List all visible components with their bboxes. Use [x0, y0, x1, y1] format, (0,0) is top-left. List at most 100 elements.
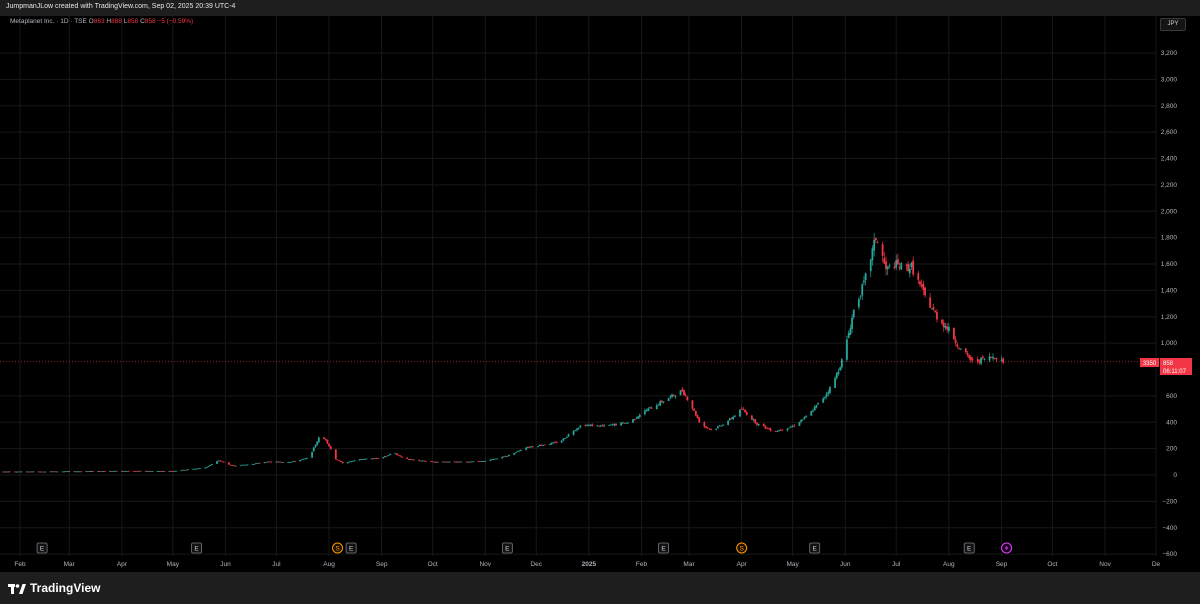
- candle-body: [326, 439, 329, 444]
- candle-body: [596, 425, 599, 427]
- candle-body: [204, 467, 206, 469]
- candle-body: [501, 456, 504, 459]
- candle-body: [553, 442, 556, 444]
- candle-body: [767, 428, 770, 430]
- earnings-marker-label: E: [40, 546, 45, 553]
- candle-body: [954, 339, 957, 344]
- candle-body: [49, 471, 52, 473]
- y-tick-label: 1,600: [1161, 261, 1178, 268]
- candle-body: [671, 394, 673, 397]
- split-marker-label: S: [335, 546, 340, 553]
- candle-body: [149, 471, 152, 472]
- candle-body: [76, 471, 79, 473]
- candle-body: [256, 462, 259, 464]
- candle-body: [976, 359, 979, 362]
- currency-button[interactable]: JPY: [1160, 18, 1186, 31]
- candle-body: [56, 471, 59, 473]
- x-tick-label: 2025: [582, 561, 597, 568]
- candle-body: [78, 471, 81, 473]
- candle-body: [562, 438, 565, 441]
- candle-body: [97, 471, 100, 472]
- candle-body: [953, 327, 955, 340]
- candle-body: [531, 446, 534, 448]
- candle-body: [396, 453, 398, 455]
- candle-body: [316, 441, 319, 446]
- candle-body: [696, 415, 699, 419]
- candle-body: [655, 405, 658, 410]
- candle-body: [389, 453, 392, 456]
- candle-body: [801, 419, 804, 421]
- candle-body: [861, 284, 864, 296]
- price-chart[interactable]: 3,200 3,000 2,800 2,600 2,400 2,200 2,000 1,800…: [0, 0, 1200, 572]
- candle-body: [460, 461, 463, 463]
- candle-body: [667, 398, 670, 402]
- candle-body: [603, 425, 606, 427]
- legend-l-label: L: [123, 18, 128, 25]
- candle-body: [627, 422, 629, 424]
- candle-body: [895, 260, 898, 268]
- candle-body: [873, 239, 876, 251]
- candle-body: [898, 267, 901, 269]
- legend-c-value: 858: [144, 18, 156, 25]
- legend-c-label: C: [140, 18, 145, 25]
- candle-body: [871, 248, 874, 261]
- candle-body: [336, 459, 339, 461]
- y-tick-label: 1,400: [1161, 287, 1178, 294]
- candle-body: [947, 326, 950, 332]
- candle-body: [888, 265, 891, 267]
- candle-body: [287, 462, 290, 463]
- candle-body: [87, 471, 89, 472]
- tradingview-brand[interactable]: TradingView: [8, 581, 100, 595]
- candle-body: [419, 460, 422, 462]
- candle-body: [516, 450, 519, 452]
- x-tick-label: Sep: [376, 561, 388, 568]
- candle-body: [110, 471, 113, 472]
- candle-body: [15, 471, 18, 473]
- candle-body: [205, 466, 208, 468]
- candle-body: [637, 416, 639, 419]
- candle-body: [385, 455, 388, 457]
- candle-body: [662, 401, 665, 403]
- candle-body: [896, 259, 899, 265]
- candles: [2, 232, 1005, 473]
- candle-body: [373, 458, 376, 460]
- candle-body: [479, 461, 482, 463]
- candle-body: [601, 425, 604, 427]
- candle-body: [182, 469, 184, 471]
- x-tick-label: Feb: [636, 561, 648, 568]
- candle-body: [589, 424, 592, 426]
- candle-body: [275, 461, 278, 463]
- candle-body: [39, 471, 42, 473]
- candle-body: [292, 461, 295, 462]
- candle-body: [745, 412, 748, 416]
- candle-body: [779, 429, 782, 431]
- candle-body: [7, 471, 10, 473]
- candle-body: [942, 322, 945, 328]
- candle-body: [971, 359, 974, 361]
- candle-body: [681, 389, 684, 392]
- candle-body: [480, 461, 483, 462]
- candle-body: [372, 458, 375, 460]
- candle-body: [126, 471, 128, 472]
- price-tag-box: [1160, 358, 1192, 375]
- candle-body: [717, 426, 719, 429]
- chart-area[interactable]: [0, 16, 1200, 572]
- candle-body: [445, 461, 448, 463]
- candle-body: [691, 400, 694, 409]
- candle-body: [910, 262, 913, 268]
- candle-body: [407, 459, 410, 460]
- candle-body: [932, 307, 935, 310]
- candle-body: [85, 471, 88, 473]
- candle-body: [905, 264, 908, 266]
- candle-body: [351, 460, 354, 462]
- candle-body: [970, 357, 972, 361]
- earnings-marker-icon: [345, 542, 357, 554]
- candle-body: [104, 471, 106, 472]
- candle-body: [469, 461, 471, 463]
- candle-body: [980, 357, 983, 364]
- candle-body: [1000, 359, 1003, 361]
- legend-o-label: O: [88, 18, 94, 25]
- candle-body: [621, 422, 624, 424]
- symbol-legend[interactable]: Metaplanet Inc. · 1D · TSE O863 H888 L85…: [10, 18, 193, 25]
- split-marker-label: S: [740, 546, 745, 553]
